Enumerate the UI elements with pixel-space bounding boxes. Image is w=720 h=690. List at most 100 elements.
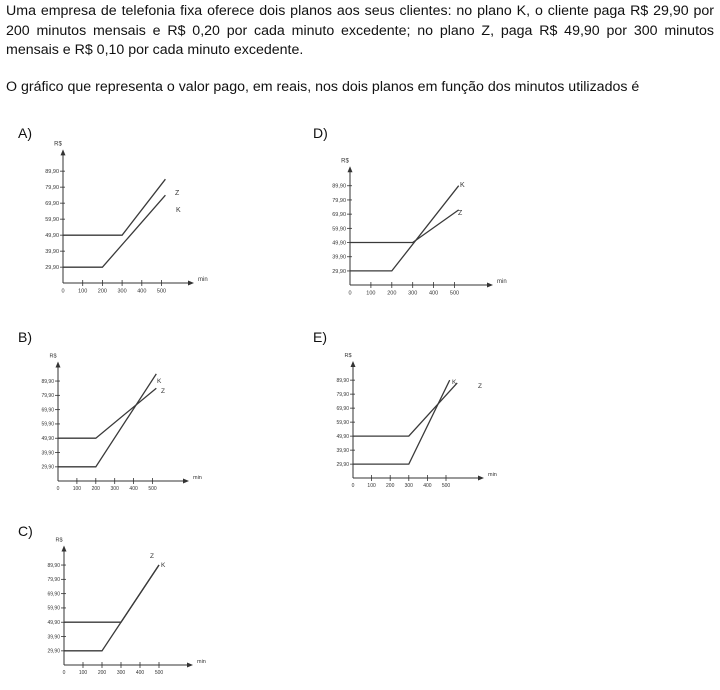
y-tick-label: 89,90: [336, 378, 349, 384]
y-tick-label: 79,90: [45, 185, 59, 191]
x-axis-arrow-icon: [478, 475, 484, 481]
series-label-k: K: [460, 182, 465, 189]
y-tick-label: 39,90: [336, 448, 349, 454]
y-tick-label: 49,90: [45, 233, 59, 239]
x-tick-label: 400: [423, 483, 432, 489]
y-tick-label: 69,90: [41, 407, 54, 413]
x-axis-label: min: [198, 277, 208, 283]
series-label-z: Z: [478, 383, 482, 390]
y-axis-arrow-icon: [61, 545, 67, 552]
x-tick-label: 400: [137, 289, 146, 295]
y-tick-label: 59,90: [41, 422, 54, 428]
y-tick-label: 59,90: [47, 606, 60, 612]
y-tick-label: 49,90: [336, 434, 349, 440]
y-tick-label: 69,90: [47, 591, 60, 597]
option-a-graph: R$ min 29,90 39,90 49,90 59,90 69,90 79,90 89,90…: [45, 141, 208, 295]
y-tick-label: 39,90: [47, 634, 60, 640]
y-tick-label: 89,90: [332, 184, 346, 190]
x-tick-label: 200: [386, 483, 395, 489]
x-tick-label: 500: [148, 486, 157, 492]
series-label-k: K: [452, 379, 457, 386]
x-tick-label: 300: [117, 670, 126, 676]
series-line-z: [353, 382, 458, 437]
y-tick-label: 29,90: [332, 269, 346, 275]
x-axis-arrow-icon: [487, 282, 493, 288]
y-axis-label: R$: [54, 141, 62, 147]
series-label-z: Z: [175, 190, 180, 197]
series-line-z: [58, 387, 157, 439]
y-tick-label: 89,90: [45, 169, 59, 175]
y-axis-arrow-icon: [350, 360, 356, 367]
x-axis-arrow-icon: [187, 662, 193, 668]
x-tick-label: 500: [155, 670, 164, 676]
y-tick-label: 29,90: [41, 465, 54, 471]
series-label-k: K: [176, 207, 181, 214]
x-tick-label: 300: [408, 291, 417, 297]
series-label-z: Z: [150, 553, 154, 560]
x-tick-label: 400: [129, 486, 138, 492]
x-tick-label: 0: [348, 291, 351, 297]
y-tick-label: 59,90: [332, 226, 346, 232]
x-axis-label: min: [488, 472, 497, 478]
y-axis-label: R$: [49, 353, 56, 359]
x-tick-label: 0: [57, 486, 60, 492]
x-tick-label: 100: [79, 670, 88, 676]
x-tick-label: 400: [136, 670, 145, 676]
x-axis-arrow-icon: [183, 478, 189, 484]
y-axis-arrow-icon: [60, 149, 66, 156]
y-tick-label: 29,90: [45, 265, 59, 271]
x-tick-label: 200: [92, 486, 101, 492]
y-tick-label: 79,90: [332, 198, 346, 204]
y-tick-label: 79,90: [41, 393, 54, 399]
x-tick-label: 100: [367, 483, 376, 489]
problem-statement: Uma empresa de telefonia fixa oferece do…: [6, 3, 714, 58]
option-d-graph: R$ min 29,90 39,90 49,90 59,90 69,90 79,90 89,90…: [332, 158, 507, 297]
y-axis-arrow-icon: [347, 166, 353, 173]
y-tick-label: 39,90: [332, 255, 346, 261]
y-tick-label: 79,90: [336, 392, 349, 398]
y-tick-label: 29,90: [336, 462, 349, 468]
x-tick-label: 0: [63, 670, 66, 676]
y-tick-label: 39,90: [41, 450, 54, 456]
series-label-k: K: [161, 562, 166, 569]
x-tick-label: 100: [366, 291, 375, 297]
x-tick-label: 0: [61, 289, 64, 295]
series-line-k: [353, 379, 451, 465]
question-text: O gráfico que representa o valor pago, e…: [6, 79, 640, 95]
y-axis-arrow-icon: [55, 361, 61, 368]
x-tick-label: 300: [111, 486, 120, 492]
x-tick-label: 300: [405, 483, 414, 489]
option-c-graph: R$ min 29,90 39,90 49,90 59,90 69,90 79,90 89,90…: [47, 537, 206, 676]
option-a-letter: A): [18, 125, 32, 141]
series-label-z: Z: [458, 210, 463, 217]
x-axis-label: min: [197, 659, 206, 665]
series-line-k: [350, 185, 460, 272]
y-tick-label: 49,90: [41, 436, 54, 442]
x-tick-label: 200: [387, 291, 396, 297]
series-label-k: K: [157, 378, 162, 385]
y-axis-label: R$: [344, 353, 351, 359]
x-tick-label: 500: [442, 483, 451, 489]
x-axis-label: min: [497, 279, 507, 285]
series-line-k: [64, 564, 160, 652]
x-axis-arrow-icon: [188, 280, 194, 286]
y-tick-label: 69,90: [336, 406, 349, 412]
y-tick-label: 59,90: [45, 217, 59, 223]
x-tick-label: 0: [352, 483, 355, 489]
y-tick-label: 89,90: [41, 379, 54, 385]
x-tick-label: 500: [157, 289, 166, 295]
series-line-k: [58, 373, 157, 468]
x-tick-label: 200: [98, 289, 107, 295]
y-tick-label: 39,90: [45, 249, 59, 255]
x-tick-label: 200: [98, 670, 107, 676]
series-label-z: Z: [161, 388, 165, 395]
y-tick-label: 49,90: [332, 240, 346, 246]
y-tick-label: 29,90: [47, 649, 60, 655]
y-tick-label: 49,90: [47, 620, 60, 626]
option-d-letter: D): [313, 125, 328, 141]
x-axis-label: min: [193, 475, 202, 481]
series-line-z: [63, 178, 166, 236]
x-tick-label: 400: [429, 291, 438, 297]
series-line-z: [350, 209, 460, 244]
x-tick-label: 300: [118, 289, 127, 295]
